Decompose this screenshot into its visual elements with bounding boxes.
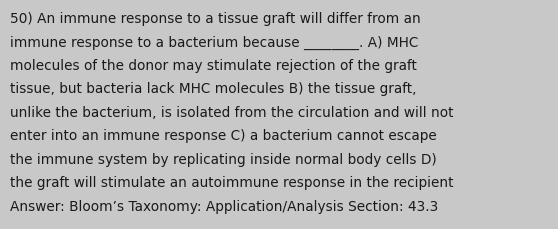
Text: Answer: Bloom’s Taxonomy: Application/Analysis Section: 43.3: Answer: Bloom’s Taxonomy: Application/An… <box>10 199 438 213</box>
Text: tissue, but bacteria lack MHC molecules B) the tissue graft,: tissue, but bacteria lack MHC molecules … <box>10 82 416 96</box>
Text: immune response to a bacterium because ________. A) MHC: immune response to a bacterium because _… <box>10 35 418 49</box>
Text: unlike the bacterium, is isolated from the circulation and will not: unlike the bacterium, is isolated from t… <box>10 106 454 120</box>
Text: the immune system by replicating inside normal body cells D): the immune system by replicating inside … <box>10 152 437 166</box>
Text: molecules of the donor may stimulate rejection of the graft: molecules of the donor may stimulate rej… <box>10 59 417 73</box>
Text: enter into an immune response C) a bacterium cannot escape: enter into an immune response C) a bacte… <box>10 129 437 143</box>
Text: 50) An immune response to a tissue graft will differ from an: 50) An immune response to a tissue graft… <box>10 12 421 26</box>
Text: the graft will stimulate an autoimmune response in the recipient: the graft will stimulate an autoimmune r… <box>10 176 454 190</box>
